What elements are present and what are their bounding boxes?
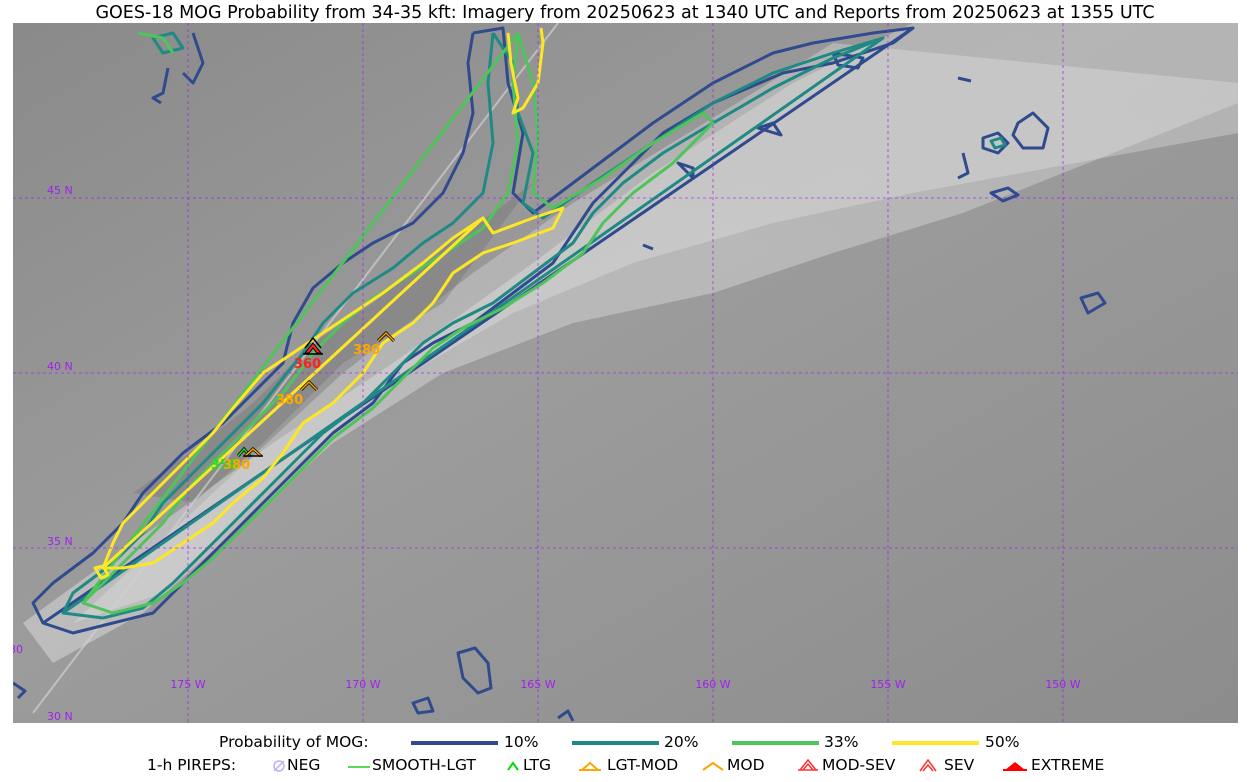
legend-label-33pct: 33%	[824, 733, 859, 751]
legend-line-50pct	[892, 741, 979, 745]
edge-label: 180	[13, 643, 23, 656]
pirep-marker-mod: 380	[276, 379, 319, 408]
mod-icon	[702, 761, 724, 771]
lat-label: 45 N	[47, 184, 73, 197]
lon-label: 150 W	[1045, 678, 1080, 691]
neg-icon	[273, 760, 285, 772]
extreme-icon	[1003, 762, 1027, 771]
lon-label: 165 W	[520, 678, 555, 691]
legend-label-50pct: 50%	[985, 733, 1020, 751]
mod-sev-icon	[798, 758, 818, 771]
pirep-altitude-label: 380	[353, 343, 380, 358]
legend-line-33pct	[732, 741, 819, 745]
pirep-marker-mod: 380	[353, 330, 396, 358]
legend-line-10pct	[411, 741, 498, 745]
probability-legend-label: Probability of MOG:	[219, 733, 369, 751]
contour-33pct	[81, 31, 715, 615]
contrail-line	[32, 23, 559, 714]
lat-label: 35 N	[47, 535, 73, 548]
pirep-marker-sev: 360	[294, 336, 323, 372]
lat-label: 40 N	[47, 360, 73, 373]
pirep-marker-lgt-mod: 380	[223, 447, 263, 473]
map-title: GOES-18 MOG Probability from 34-35 kft: …	[95, 3, 1155, 23]
legend-pirep-mod: MOD	[727, 756, 765, 774]
lat-label: 30 N	[47, 710, 73, 723]
pirep-legend-label: 1-h PIREPS:	[147, 756, 237, 774]
legend-label-20pct: 20%	[664, 733, 699, 751]
lon-label: 170 W	[345, 678, 380, 691]
lon-label: 155 W	[870, 678, 905, 691]
pirep-markers: 360 380 380 350 380	[211, 330, 396, 473]
legend-pirep-ltg: LTG	[523, 756, 551, 774]
legend-pirep-extreme: EXTREME	[1031, 756, 1105, 774]
pirep-altitude-label: 380	[223, 458, 250, 473]
cloud-band	[23, 23, 1238, 663]
graticule	[13, 23, 1238, 723]
pirep-altitude-label: 380	[276, 393, 303, 408]
lon-label: 175 W	[170, 678, 205, 691]
legend-pirep-neg: NEG	[287, 756, 321, 774]
legend-pirep-smooth-lgt: SMOOTH-LGT	[372, 756, 476, 774]
smooth-lgt-icon	[348, 766, 370, 768]
lon-label: 160 W	[695, 678, 730, 691]
sev-icon	[919, 758, 937, 772]
satellite-map: 45 N 40 N 35 N 30 N 180 175 W 170 W 165 …	[13, 23, 1238, 723]
latitude-labels: 45 N 40 N 35 N 30 N 180	[13, 184, 73, 723]
legend-label-10pct: 10%	[504, 733, 539, 751]
lgt-mod-icon	[579, 761, 601, 771]
legend-line-20pct	[572, 741, 659, 745]
legend-pirep-lgt-mod: LGT-MOD	[607, 756, 679, 774]
legend-pirep-sev: SEV	[944, 756, 975, 774]
map-canvas: 45 N 40 N 35 N 30 N 180 175 W 170 W 165 …	[13, 23, 1238, 723]
ltg-icon	[507, 761, 519, 771]
pirep-altitude-label: 360	[294, 357, 321, 372]
legend-pirep-mod-sev: MOD-SEV	[822, 756, 896, 774]
pirep-altitude-label: 350	[211, 458, 238, 473]
longitude-labels: 175 W 170 W 165 W 160 W 155 W 150 W	[170, 678, 1080, 691]
